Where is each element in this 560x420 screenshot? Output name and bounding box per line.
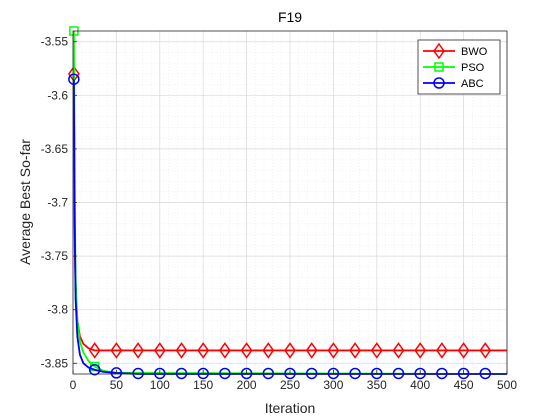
legend-entry-pso: PSO <box>423 62 485 74</box>
x-tick-label: 150 <box>193 378 213 392</box>
data-point-bwo <box>218 342 231 359</box>
legend-entry-abc: ABC <box>423 77 484 90</box>
y-tick-label: -3.65 <box>41 142 69 156</box>
data-point-bwo <box>262 342 275 359</box>
x-tick-label: 50 <box>110 378 124 392</box>
y-tick-label: -3.55 <box>41 35 69 49</box>
data-point-bwo <box>392 342 405 359</box>
y-tick-label: -3.85 <box>41 356 69 370</box>
data-point-abc <box>457 367 470 380</box>
data-point-bwo <box>110 342 123 359</box>
legend-marker-bwo <box>433 42 445 60</box>
data-point-abc <box>68 73 80 85</box>
data-point-abc <box>392 367 405 380</box>
y-axis-label: Average Best So-far <box>17 139 33 265</box>
y-tick-label: -3.6 <box>47 88 68 102</box>
x-tick-label: 0 <box>70 378 77 392</box>
x-tick-label: 250 <box>280 378 300 392</box>
data-point-bwo <box>435 342 448 359</box>
x-axis-ticks: 0 50 100 150 200 250 300 350 400 450 500 <box>70 370 517 392</box>
data-point-bwo <box>305 342 318 359</box>
y-tick-label: -3.8 <box>47 303 68 317</box>
data-point-abc <box>479 367 492 380</box>
x-tick-label: 200 <box>237 378 257 392</box>
data-point-abc <box>219 367 231 380</box>
x-tick-label: 300 <box>323 378 343 392</box>
data-point-bwo <box>457 342 470 359</box>
legend-label: PSO <box>461 62 485 74</box>
data-point-abc <box>197 367 209 380</box>
data-point-bwo <box>175 342 188 359</box>
y-tick-label: -3.75 <box>41 249 69 263</box>
data-point-abc <box>284 367 296 380</box>
x-tick-label: 100 <box>150 378 170 392</box>
data-point-bwo <box>197 342 210 359</box>
legend-marker-pso <box>434 62 444 72</box>
data-point-bwo <box>132 342 145 359</box>
legend: BWO PSO ABC <box>417 39 501 95</box>
data-point-bwo <box>349 342 362 359</box>
y-tick-label: -3.7 <box>47 196 68 210</box>
data-point-abc <box>414 367 426 380</box>
data-point-bwo <box>479 342 492 359</box>
legend-entry-bwo: BWO <box>423 42 488 60</box>
x-tick-label: 500 <box>497 378 517 392</box>
y-axis-ticks: -3.55 -3.6 -3.65 -3.7 -3.75 -3.8 -3.85 <box>41 35 77 370</box>
x-axis-label: Iteration <box>265 400 316 416</box>
data-point-abc <box>327 367 340 380</box>
x-tick-label: 450 <box>454 378 474 392</box>
data-point-abc <box>175 367 188 380</box>
x-tick-label: 350 <box>367 378 387 392</box>
data-point-abc <box>240 367 253 380</box>
data-point-bwo <box>327 342 340 359</box>
data-point-bwo <box>153 342 166 359</box>
data-point-abc <box>349 367 361 380</box>
data-point-bwo <box>240 342 253 359</box>
data-point-abc <box>436 367 448 380</box>
data-point-bwo <box>88 342 101 359</box>
chart-title: F19 <box>278 9 302 25</box>
data-point-bwo <box>370 342 383 359</box>
data-point-bwo <box>284 342 296 359</box>
legend-label: ABC <box>461 78 484 90</box>
data-point-abc <box>371 367 383 380</box>
data-point-abc <box>154 367 166 380</box>
data-point-abc <box>88 363 101 376</box>
legend-label: BWO <box>461 46 488 58</box>
data-point-abc <box>305 367 318 380</box>
data-point-abc <box>132 367 144 380</box>
legend-marker-abc <box>433 77 445 89</box>
major-grid <box>72 31 508 374</box>
watermark-text: CSDN @心0升明月 <box>438 395 552 410</box>
data-point-abc <box>110 367 123 379</box>
data-point-bwo <box>414 342 427 359</box>
data-point-abc <box>262 367 275 380</box>
x-tick-label: 400 <box>410 378 430 392</box>
